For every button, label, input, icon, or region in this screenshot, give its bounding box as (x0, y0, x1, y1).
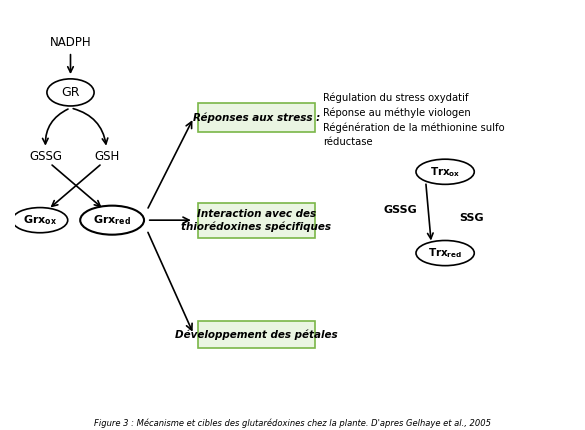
FancyBboxPatch shape (198, 203, 315, 238)
Ellipse shape (80, 206, 144, 235)
Ellipse shape (416, 240, 474, 266)
Ellipse shape (12, 208, 68, 233)
Text: GSSG: GSSG (29, 150, 62, 163)
Text: GSSG: GSSG (384, 206, 418, 215)
Text: Figure 3 : Mécanisme et cibles des glutarédoxines chez la plante. D'apres Gelhay: Figure 3 : Mécanisme et cibles des gluta… (94, 418, 491, 428)
Text: Trx$_\mathregular{ox}$: Trx$_\mathregular{ox}$ (430, 165, 460, 179)
Text: Développement des pétales: Développement des pétales (175, 329, 338, 340)
Ellipse shape (47, 79, 94, 106)
Text: GSH: GSH (94, 150, 119, 163)
FancyBboxPatch shape (198, 103, 315, 132)
Ellipse shape (416, 159, 474, 184)
Text: Régulation du stress oxydatif: Régulation du stress oxydatif (323, 93, 469, 104)
Text: Grx$_\mathregular{red}$: Grx$_\mathregular{red}$ (93, 213, 131, 227)
Text: NADPH: NADPH (50, 36, 91, 49)
Text: réductase: réductase (323, 137, 373, 147)
Text: Interaction avec des: Interaction avec des (197, 209, 316, 218)
Text: GR: GR (61, 86, 80, 99)
Text: SSG: SSG (459, 213, 484, 223)
Text: Réponse au méthyle viologen: Réponse au méthyle viologen (323, 108, 471, 118)
Text: Trx$_\mathregular{red}$: Trx$_\mathregular{red}$ (428, 246, 462, 260)
Text: Régénération de la méthionine sulfo: Régénération de la méthionine sulfo (323, 123, 505, 133)
Text: Réponses aux stress :: Réponses aux stress : (193, 112, 320, 123)
FancyBboxPatch shape (198, 321, 315, 348)
Text: Grx$_\mathregular{ox}$: Grx$_\mathregular{ox}$ (23, 213, 57, 227)
Text: thiorédoxines spécifiques: thiorédoxines spécifiques (181, 221, 332, 232)
